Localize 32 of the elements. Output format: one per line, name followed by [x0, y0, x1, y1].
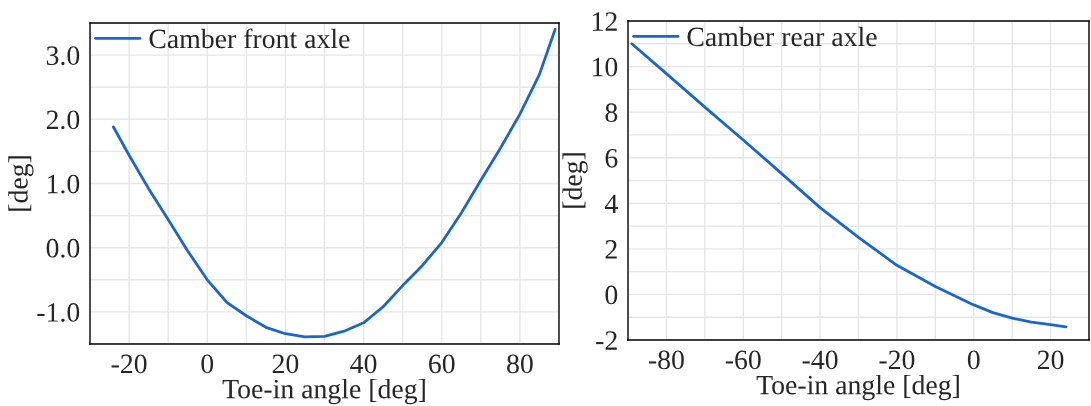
y-tick-label: 0	[605, 285, 618, 305]
y-tick-label: 4	[604, 194, 618, 213]
x-tick-label: -60	[725, 350, 761, 370]
x-tick-label: 80	[507, 354, 533, 374]
y-tick-label: 2	[605, 240, 617, 259]
y-tick-label: -1.0	[37, 303, 80, 322]
y-tick-label: 8	[605, 103, 618, 123]
y-axis-title: [deg]	[562, 153, 588, 208]
y-tick-label: 2.0	[46, 110, 80, 130]
x-tick-label: 20	[1037, 350, 1064, 370]
x-tick-label: -40	[802, 350, 838, 370]
x-tick-label: 60	[429, 354, 455, 374]
line-series	[112, 28, 557, 339]
x-axis-title: Toe-in angle [deg]	[222, 378, 425, 405]
x-tick-label: 20	[272, 354, 299, 374]
y-tick-label: 6	[605, 148, 618, 168]
y-tick-label: 1.0	[48, 174, 80, 194]
x-tick-label: -20	[879, 350, 915, 370]
x-tick-label: 0	[967, 350, 980, 370]
legend-label: Camber rear axle	[687, 26, 877, 47]
y-tick-label: 0.0	[46, 238, 80, 258]
y-tick-label: 3.0	[46, 46, 80, 66]
y-tick-label: 12	[592, 12, 617, 31]
x-tick-label: 0	[201, 354, 214, 374]
y-tick-label: -2	[596, 331, 617, 350]
x-tick-label: -80	[648, 350, 684, 370]
legend-label: Camber front axle	[149, 28, 350, 49]
y-tick-label: 10	[592, 57, 618, 77]
x-tick-label: -20	[111, 354, 147, 374]
y-axis-title: [deg]	[8, 156, 34, 211]
x-tick-label: 40	[350, 354, 377, 374]
x-axis-title: Toe-in angle [deg]	[756, 374, 959, 401]
